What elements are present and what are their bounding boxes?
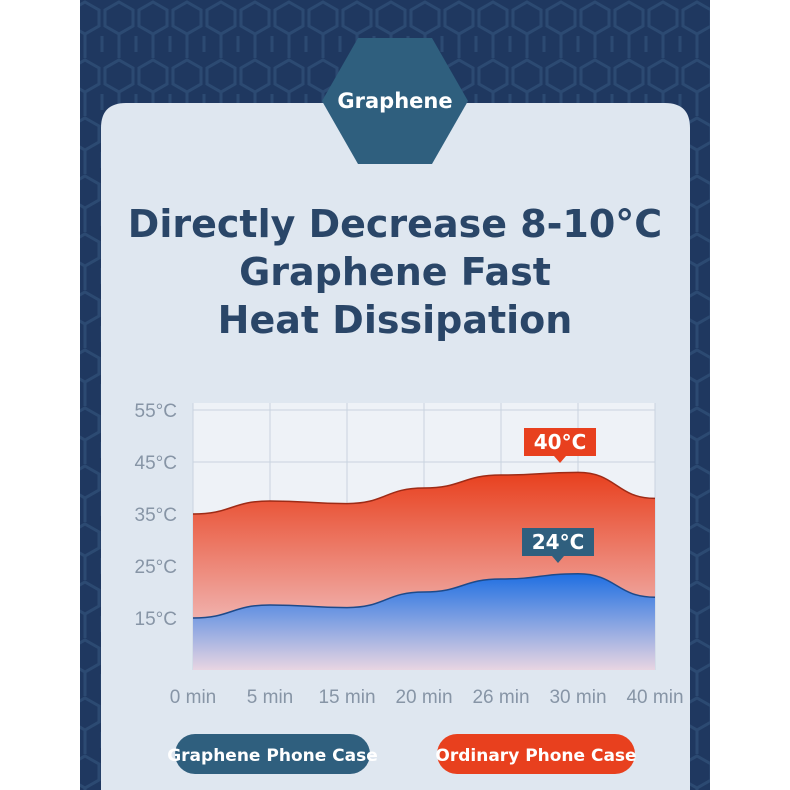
- title-line: Heat Dissipation: [218, 298, 573, 342]
- x-tick-label: 0 min: [170, 687, 216, 708]
- callout-text: 24°C: [532, 530, 585, 554]
- badge-text: Graphene: [337, 89, 452, 113]
- x-tick-label: 30 min: [549, 687, 606, 708]
- y-tick-label: 25°C: [135, 557, 177, 578]
- legend-label: Graphene Phone Case: [167, 746, 378, 766]
- area-outline: [192, 573, 656, 619]
- x-tick-label: 20 min: [395, 687, 452, 708]
- legend-item: [437, 734, 635, 774]
- plot: 55°C 45°C 35°C 25°C 15°C 0 min 5 min 15 min 20 m…: [135, 401, 684, 708]
- y-tick-label: 45°C: [135, 453, 177, 474]
- x-tick-label: 15 min: [318, 687, 375, 708]
- callout-box: [524, 428, 596, 463]
- callout-text: 40°C: [534, 430, 587, 454]
- x-tick-label: 5 min: [247, 687, 293, 708]
- y-tick-label: 15°C: [135, 609, 177, 630]
- area-outline: [192, 471, 656, 515]
- x-tick-label: 26 min: [472, 687, 529, 708]
- y-tick-label: 55°C: [135, 401, 177, 422]
- callout-box: [522, 528, 594, 563]
- legend-label: Ordinary Phone Case: [435, 746, 636, 766]
- y-tick-label: 35°C: [135, 505, 177, 526]
- title-line: Directly Decrease 8-10°C: [128, 202, 662, 246]
- legend-item: [175, 734, 370, 774]
- badge-hexagon: [322, 38, 468, 164]
- x-tick-label: 40 min: [626, 687, 683, 708]
- area: [193, 573, 655, 670]
- title-line: Graphene Fast: [239, 250, 551, 294]
